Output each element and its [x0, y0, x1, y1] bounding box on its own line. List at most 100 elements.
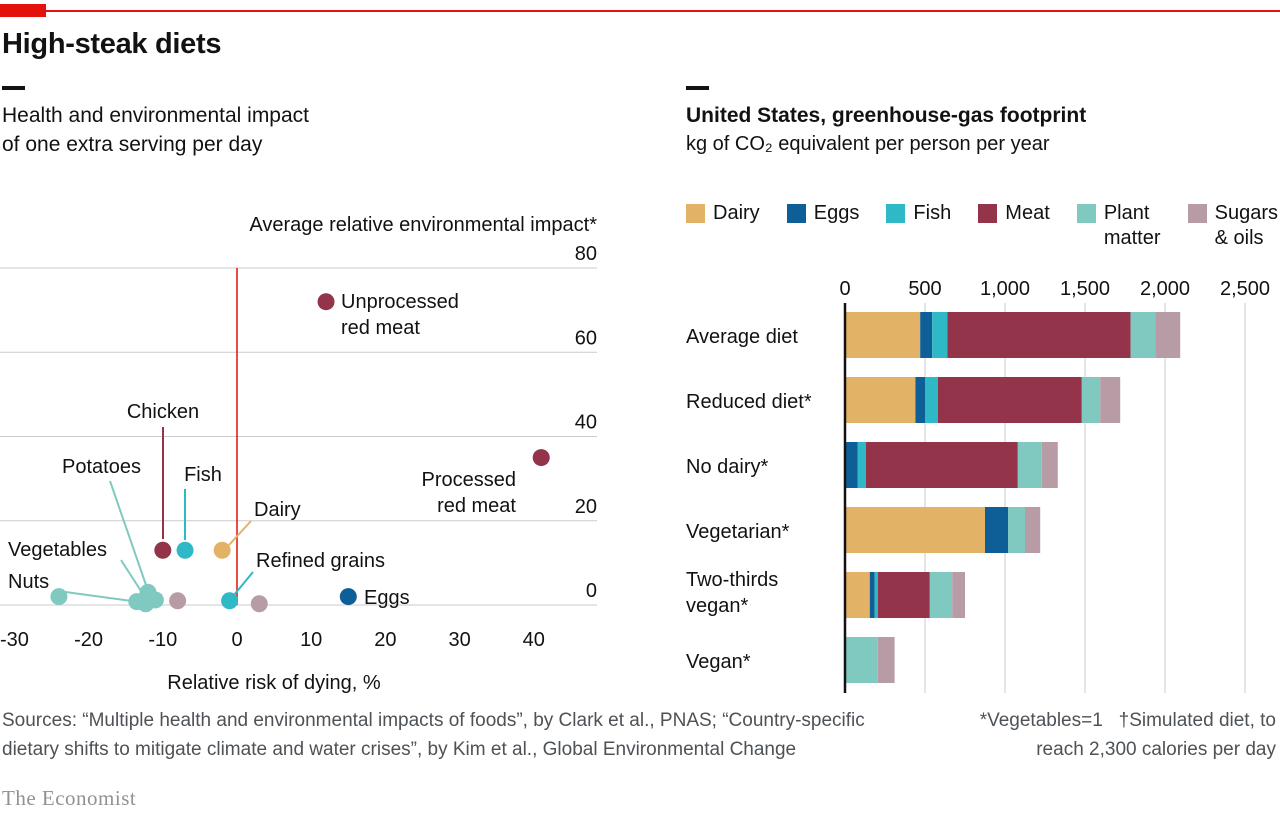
legend-label-fish: Fish [913, 202, 952, 224]
callout-label-fish: Fish [184, 464, 222, 486]
bar-category-label: No dairy* [686, 456, 768, 478]
bar-segment-plant-matter-reduced-diet [1081, 377, 1101, 423]
scatter-y-tick-label: 80 [575, 243, 597, 265]
bar-segment-meat-average-diet [947, 312, 1131, 358]
left-mini-rule [2, 86, 25, 90]
bar-segment-fish-average-diet [932, 312, 948, 358]
right-mini-rule [686, 86, 709, 90]
scatter-point-potatoes [139, 583, 157, 601]
bar-segment-sugars-oils-vegan [877, 637, 895, 683]
bar-segment-fish-two-thirds [874, 572, 878, 618]
legend-item-plant: Plant matter [1076, 201, 1161, 251]
scatter-x-axis-title: Relative risk of dying, % [167, 672, 381, 694]
callout-leader-dairy [228, 520, 252, 546]
scatter-x-tick-label: 20 [374, 629, 396, 651]
sources-note: Sources: “Multiple health and environmen… [2, 706, 922, 764]
bar-segment-eggs-reduced-diet [915, 377, 925, 423]
legend-item-meat: Meat [978, 201, 1050, 251]
scatter-x-tick-label: 30 [448, 629, 470, 651]
sources-line2: dietary shifts to mitigate climate and w… [2, 739, 797, 760]
scatter-x-tick-label: 0 [231, 629, 242, 651]
scatter-point-eggs [339, 588, 357, 606]
scatter-x-tick-label: -20 [74, 629, 103, 651]
scatter-point-unprocessed-red-meat [317, 293, 335, 311]
bar-segment-sugars-oils-two-thirds [952, 572, 965, 618]
left-subtitle-line1: Health and environmental impact [2, 104, 310, 127]
bar-segment-dairy-vegetarian [845, 507, 985, 553]
bar-segment-sugars-oils-vegetarian [1025, 507, 1041, 553]
callout-leader-potatoes [109, 480, 147, 586]
bar-segment-eggs-vegetarian [985, 507, 1009, 553]
callout-label-chicken: Chicken [127, 401, 199, 423]
callout-label-potatoes: Potatoes [62, 456, 141, 478]
footnote-right: *Vegetables=1 †Simulated diet, to reach … [980, 706, 1276, 764]
scatter-point-processed-red-meat [532, 449, 550, 467]
callout-label-processed: red meat [437, 495, 516, 517]
scatter-y-tick-label: 0 [586, 580, 597, 602]
bar-x-tick-label: 0 [839, 278, 850, 300]
scatter-x-tick-label: -30 [0, 629, 29, 651]
legend-swatch-fish [886, 204, 906, 223]
footnote-right-line2: reach 2,300 calories per day [1036, 739, 1276, 760]
scatter-point-nuts [128, 593, 146, 611]
scatter-y-tick-label: 20 [575, 496, 597, 518]
bar-category-label: Average diet [686, 326, 798, 348]
bar-segment-plant-matter-vegan [845, 637, 878, 683]
legend-label-eggs: Eggs [813, 202, 860, 224]
scatter-point-dot [169, 592, 187, 610]
bar-category-label: vegan* [686, 595, 748, 617]
bar-segment-plant-matter-no-dairy [1017, 442, 1042, 488]
legend-swatch-dairy [686, 204, 705, 223]
left-panel-header: Health and environmental impact of one e… [2, 86, 309, 159]
left-subtitle-line2: of one extra serving per day [2, 133, 263, 156]
bar-segment-meat-two-thirds [877, 572, 930, 618]
callout-label-eggs: Eggs [364, 587, 410, 609]
legend-label-plant: Plant matter [1103, 202, 1161, 249]
callout-leader-refined-grains [233, 571, 254, 596]
economist-wordmark: The Economist [2, 786, 137, 810]
right-panel-header: United States, greenhouse-gas footprint … [686, 86, 1086, 159]
legend-swatch-eggs [786, 204, 806, 223]
bar-segment-sugars-oils-reduced-diet [1100, 377, 1121, 423]
scatter-point-dot [250, 595, 268, 613]
legend-swatch-sugars [1187, 204, 1207, 223]
sources-line1: Sources: “Multiple health and environmen… [2, 710, 865, 731]
scatter-y-tick-label: 60 [575, 327, 597, 349]
scatter-point-fish [176, 541, 194, 559]
bar-segment-eggs-no-dairy [845, 442, 858, 488]
legend-swatch-meat [978, 204, 998, 223]
scatter-y-tick-label: 40 [575, 412, 597, 434]
bar-segment-dairy-average-diet [845, 312, 921, 358]
bar-category-label: Vegan* [686, 651, 751, 673]
bar-segment-meat-reduced-diet [937, 377, 1082, 423]
bar-segment-sugars-oils-average-diet [1155, 312, 1181, 358]
red-accent-tab [0, 4, 46, 17]
scatter-point-dairy [213, 541, 231, 559]
scatter-point-vegetables [50, 588, 68, 606]
bar-segment-fish-no-dairy [857, 442, 866, 488]
bar-x-tick-label: 500 [908, 278, 941, 300]
legend-item-sugars: Sugars & oils [1187, 201, 1278, 251]
legend: Dairy Eggs Fish Meat Plant matter Sugars & oi… [686, 201, 1278, 251]
legend-label-dairy: Dairy [713, 202, 760, 224]
callout-label-unprocessed: red meat [341, 317, 420, 339]
bar-category-label: Vegetarian* [686, 521, 790, 543]
scatter-point-refined-grains [221, 592, 239, 610]
scatter-point-dot [137, 595, 155, 613]
scatter-x-tick-label: 40 [523, 629, 545, 651]
callout-label-nuts: Nuts [8, 571, 49, 593]
bar-x-tick-label: 2,500 [1220, 278, 1270, 300]
bar-segment-plant-matter-average-diet [1130, 312, 1156, 358]
legend-item-eggs: Eggs [786, 201, 860, 251]
legend-item-fish: Fish [886, 201, 951, 251]
scatter-x-tick-label: -10 [148, 629, 177, 651]
callout-label-refined-grains: Refined grains [256, 550, 385, 572]
scatter-y-axis-title: Average relative environmental impact* [249, 214, 597, 236]
bar-segment-dairy-reduced-diet [845, 377, 916, 423]
bar-segment-eggs-two-thirds [869, 572, 875, 618]
callout-leader-vegetables [120, 559, 142, 592]
top-rule [0, 10, 1280, 12]
legend-label-meat: Meat [1005, 202, 1050, 224]
scatter-point-chicken [154, 541, 172, 559]
bar-segment-eggs-average-diet [920, 312, 933, 358]
